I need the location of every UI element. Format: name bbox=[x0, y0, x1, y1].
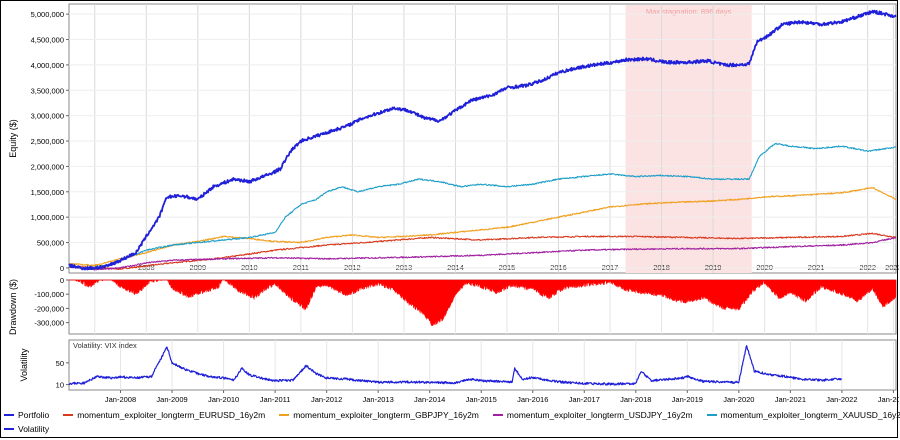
equity-y-tick-label: 4,500,000 bbox=[31, 36, 64, 45]
x-axis-tick-label: Jan-2016 bbox=[517, 395, 548, 404]
x-axis-tick-label: Jan-2009 bbox=[156, 395, 187, 404]
legend-item: Portfolio bbox=[4, 410, 49, 420]
equity-y-tick-label: 1,500,000 bbox=[31, 188, 64, 197]
drawdown-y-tick-label: 0 bbox=[60, 276, 64, 285]
equity-y-axis-label: Equity ($) bbox=[8, 119, 18, 158]
equity-series-momentum-exploiter-longterm-gbpjpy-16y2m bbox=[68, 186, 897, 267]
drawdown-y-tick-label: -300,000 bbox=[34, 319, 64, 328]
x-axis-tick-label: Jan-2020 bbox=[723, 395, 754, 404]
equity-y-tick-label: 2,500,000 bbox=[31, 137, 64, 146]
volatility-y-axis-label: Volatility bbox=[19, 348, 29, 382]
x-axis-tick-label: Jan-2019 bbox=[672, 395, 703, 404]
x-axis-tick-label: Jan-2014 bbox=[414, 395, 445, 404]
x-axis-tick-label: Jan-2018 bbox=[620, 395, 651, 404]
equity-panel-frame bbox=[68, 3, 897, 274]
equity-y-tick-label: 2,000,000 bbox=[31, 162, 64, 171]
legend-item: momentum_exploiter_longterm_GBPJPY_16y2m bbox=[279, 410, 479, 420]
legend-swatch bbox=[63, 414, 74, 416]
legend-label: momentum_exploiter_longterm_USDJPY_16y2m bbox=[506, 410, 693, 420]
volatility-series bbox=[68, 345, 842, 386]
equity-y-tick-label: 1,000,000 bbox=[31, 213, 64, 222]
stagnation-band bbox=[625, 5, 752, 273]
volatility-y-tick-label: 10 bbox=[56, 381, 64, 390]
legend-label: momentum_exploiter_longterm_EURUSD_16y2m bbox=[77, 410, 266, 420]
equity-y-tick-label: 500,000 bbox=[37, 239, 64, 248]
equity-series-momentum-exploiter-longterm-xauusd-16y2m bbox=[68, 142, 897, 270]
x-axis-tick-label: Jan-2022 bbox=[826, 395, 857, 404]
stagnation-label: Max stagnation: 896 days bbox=[646, 7, 732, 16]
volatility-y-tick-label: 50 bbox=[56, 359, 64, 368]
x-axis-tick-label: Jan-2008 bbox=[105, 395, 136, 404]
volatility-panel-title: Volatility: VIX index bbox=[73, 341, 137, 350]
legend-label: Volatility bbox=[18, 424, 50, 434]
equity-y-tick-label: 3,000,000 bbox=[31, 112, 64, 121]
legend-item: momentum_exploiter_longterm_EURUSD_16y2m bbox=[63, 410, 265, 420]
legend-label: momentum_exploiter_longterm_XAUUSD_16y2m bbox=[720, 410, 900, 420]
legend-label: momentum_exploiter_longterm_GBPJPY_16y2m bbox=[293, 410, 479, 420]
x-axis-tick-label: Jan-2017 bbox=[569, 395, 600, 404]
legend-swatch bbox=[492, 414, 503, 416]
x-axis-tick-label: Jan-2011 bbox=[260, 395, 291, 404]
equity-y-tick-label: 5,000,000 bbox=[31, 10, 64, 19]
x-axis-tick-label: Jan-2012 bbox=[311, 395, 342, 404]
legend-row-series: Portfolio momentum_exploiter_longterm_EUR… bbox=[4, 408, 900, 422]
equity-y-tick-label: 0 bbox=[60, 264, 64, 273]
x-axis-tick-label: Jan-2021 bbox=[775, 395, 806, 404]
equity-y-tick-label: 4,000,000 bbox=[31, 61, 64, 70]
drawdown-y-tick-label: -100,000 bbox=[34, 290, 64, 299]
legend-item: momentum_exploiter_longterm_XAUUSD_16y2m bbox=[706, 410, 900, 420]
equity-series-momentum-exploiter-longterm-eurusd-16y2m bbox=[68, 232, 897, 270]
x-axis-tick-label: Jan-2015 bbox=[466, 395, 497, 404]
legend-label: Portfolio bbox=[18, 410, 50, 420]
legend-swatch bbox=[4, 414, 14, 416]
legend-swatch bbox=[706, 414, 717, 416]
x-axis-tick-label: Jan-2023 bbox=[878, 395, 899, 404]
legend-row-volatility: Volatility bbox=[4, 422, 896, 436]
legend-item: Volatility bbox=[4, 424, 49, 434]
drawdown-y-axis-label: Drawdown ($) bbox=[8, 279, 18, 335]
x-axis-tick-label: Jan-2013 bbox=[363, 395, 394, 404]
legend-swatch bbox=[279, 414, 290, 416]
x-axis-tick-label: Jan-2010 bbox=[208, 395, 239, 404]
legend: Portfolio momentum_exploiter_longterm_EUR… bbox=[4, 408, 900, 436]
legend-swatch bbox=[4, 428, 14, 430]
drawdown-area bbox=[69, 279, 897, 327]
equity-series-momentum-exploiter-longterm-usdjpy-16y2m bbox=[68, 236, 897, 271]
drawdown-y-tick-label: -200,000 bbox=[34, 304, 64, 313]
volatility-panel-frame bbox=[68, 339, 897, 391]
legend-item: momentum_exploiter_longterm_USDJPY_16y2m bbox=[492, 410, 693, 420]
equity-series-portfolio bbox=[68, 9, 897, 271]
equity-y-tick-label: 3,500,000 bbox=[31, 86, 64, 95]
